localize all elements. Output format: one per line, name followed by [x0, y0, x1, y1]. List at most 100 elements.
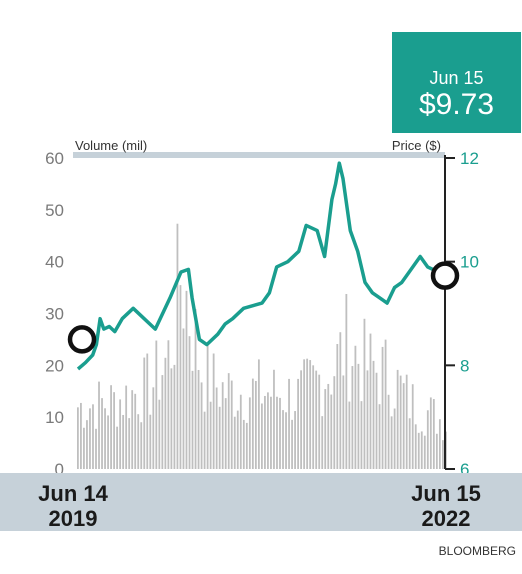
start-year: 2019	[48, 506, 98, 531]
volume-bar	[113, 392, 115, 469]
volume-bar	[432, 399, 435, 469]
volume-bar	[248, 397, 251, 469]
volume-bar	[405, 374, 408, 469]
volume-bar	[390, 416, 393, 469]
volume-bar	[116, 426, 119, 469]
volume-bar	[330, 394, 333, 469]
end-price-marker	[430, 261, 460, 290]
volume-tick-label: 20	[45, 356, 64, 375]
volume-bar	[288, 378, 290, 469]
volume-bar	[233, 416, 236, 469]
volume-bar	[402, 383, 405, 469]
volume-bar	[257, 359, 260, 469]
volume-bar	[206, 344, 209, 469]
volume-bar	[267, 392, 269, 469]
volume-bar	[95, 428, 97, 469]
volume-bar	[161, 375, 164, 469]
volume-bar	[104, 408, 106, 469]
volume-bar	[149, 414, 152, 469]
volume-bar	[110, 385, 112, 469]
end-date: Jun 15	[411, 481, 481, 506]
price-tick-label: 12	[460, 149, 479, 168]
volume-tick-label: 30	[45, 305, 64, 324]
volume-bar	[378, 404, 381, 469]
volume-bar	[137, 414, 140, 469]
volume-bar	[276, 396, 278, 469]
volume-bar	[321, 416, 324, 469]
price-axis-label: Price ($)	[392, 138, 441, 153]
volume-bar	[417, 432, 420, 469]
volume-bar	[221, 382, 224, 469]
volume-bar	[146, 353, 149, 469]
volume-tick-label: 40	[45, 253, 64, 272]
volume-bar	[369, 333, 372, 469]
volume-bar	[98, 381, 100, 469]
volume-bar	[270, 396, 272, 469]
volume-bar	[200, 382, 203, 469]
volume-bar	[101, 398, 103, 469]
volume-bar	[152, 387, 155, 469]
volume-bar	[426, 410, 429, 469]
volume-bar	[327, 383, 330, 469]
volume-bar	[80, 402, 82, 469]
volume-bar	[107, 415, 109, 469]
volume-bar	[167, 340, 170, 469]
volume-bar	[125, 385, 128, 469]
volume-axis-ticks: 0 10 20 30 40 50 60	[45, 149, 64, 479]
volume-bar	[261, 403, 263, 469]
volume-bar	[318, 374, 321, 469]
volume-bar	[236, 410, 239, 469]
volume-bar	[336, 344, 339, 469]
volume-bar	[242, 419, 245, 469]
volume-bar	[77, 407, 79, 469]
volume-bar	[230, 380, 233, 469]
volume-bar	[122, 414, 125, 469]
volume-bar	[354, 345, 357, 469]
volume-bar	[215, 387, 218, 469]
volume-bar	[306, 358, 309, 469]
volume-bar	[375, 372, 378, 469]
volume-bar	[435, 433, 438, 469]
price-tick-label: 8	[460, 356, 469, 375]
callout-price: $9.73	[418, 88, 495, 121]
volume-bar	[273, 369, 275, 469]
volume-bar	[179, 285, 182, 469]
volume-bar	[360, 401, 363, 469]
volume-tick-label: 60	[45, 149, 64, 168]
volume-bar	[438, 419, 441, 469]
volume-bar	[131, 390, 134, 469]
price-tick-label: 10	[460, 253, 479, 272]
volume-bar	[381, 346, 384, 469]
volume-tick-label: 50	[45, 201, 64, 220]
volume-bar	[158, 399, 161, 469]
volume-tick-label: 0	[55, 460, 64, 479]
volume-bar	[363, 318, 366, 469]
volume-bar	[414, 424, 417, 469]
volume-bar	[393, 408, 396, 469]
volume-bar	[194, 309, 197, 469]
volume-bar	[191, 370, 194, 469]
volume-bar	[294, 411, 296, 469]
volume-bar	[423, 435, 426, 469]
volume-bar	[264, 395, 266, 469]
volume-bar	[203, 411, 206, 469]
latest-price-callout: Jun 15 $9.73	[392, 32, 521, 133]
volume-bar	[209, 401, 212, 469]
volume-bar	[315, 370, 318, 469]
volume-bar	[119, 399, 122, 469]
volume-bar	[155, 340, 158, 469]
volume-bar	[396, 369, 399, 469]
volume-bar	[173, 364, 176, 469]
volume-bar	[348, 401, 351, 469]
volume-bar	[399, 375, 402, 469]
volume-bar	[285, 412, 287, 469]
volume-bar	[254, 380, 257, 469]
price-line	[76, 161, 447, 371]
volume-bar	[303, 359, 306, 469]
volume-bar	[342, 375, 345, 469]
volume-bar	[140, 422, 143, 469]
volume-bar	[92, 404, 94, 469]
source-label: BLOOMBERG	[438, 544, 516, 558]
volume-bar	[176, 223, 179, 469]
volume-bar	[366, 370, 369, 469]
